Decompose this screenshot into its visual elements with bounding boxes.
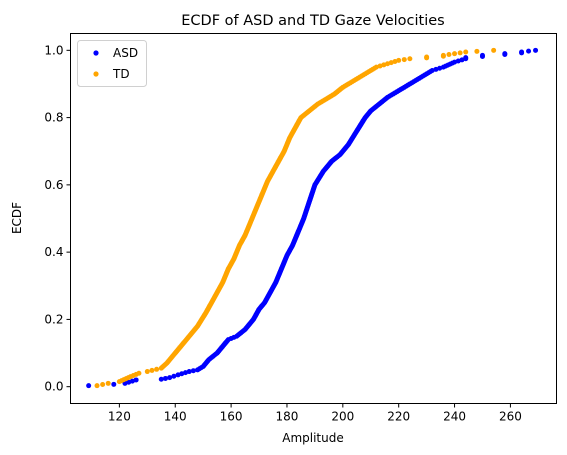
data-point (100, 381, 106, 387)
y-tick-label: 0.6 (44, 178, 63, 192)
x-axis: 120 140 160 180 200 220 240 260 (108, 403, 522, 424)
data-point (133, 377, 139, 383)
x-axis-label: Amplitude (282, 431, 344, 445)
legend-label-td: TD (112, 67, 130, 81)
data-point (167, 375, 173, 381)
data-point (149, 367, 155, 373)
data-point (190, 368, 196, 374)
series-asd (86, 47, 539, 389)
series-td (94, 47, 497, 389)
x-tick-label: 160 (220, 410, 243, 424)
data-point (396, 57, 402, 63)
data-point (440, 52, 446, 58)
data-point (86, 383, 92, 389)
data-point (463, 55, 469, 61)
y-tick-label: 0.0 (44, 380, 63, 394)
data-point (94, 383, 100, 389)
y-tick-label: 0.8 (44, 111, 63, 125)
data-point (407, 56, 413, 62)
data-point (457, 50, 463, 56)
x-tick-label: 140 (164, 410, 187, 424)
legend-marker-asd (93, 50, 99, 56)
data-point (186, 369, 192, 375)
y-axis-label: ECDF (10, 202, 24, 234)
data-point (519, 49, 525, 55)
data-point (158, 376, 164, 382)
data-point (463, 49, 469, 55)
x-tick-label: 200 (331, 410, 354, 424)
data-point (401, 57, 407, 63)
data-point (446, 52, 452, 58)
y-tick-label: 0.2 (44, 312, 63, 326)
data-point (162, 375, 168, 381)
y-tick-label: 1.0 (44, 43, 63, 57)
data-point (502, 51, 508, 57)
data-point (479, 52, 485, 58)
series-layer (86, 47, 539, 389)
legend-marker-td (93, 71, 99, 77)
data-point (154, 366, 160, 372)
legend-label-asd: ASD (113, 46, 138, 60)
data-point (144, 369, 150, 375)
data-point (526, 48, 532, 54)
x-tick-label: 240 (443, 410, 466, 424)
data-point (474, 48, 480, 54)
data-point (111, 381, 117, 387)
plot-frame (70, 33, 557, 404)
x-tick-label: 260 (499, 410, 522, 424)
x-tick-label: 120 (108, 410, 131, 424)
data-point (171, 373, 177, 379)
data-point (533, 47, 539, 53)
chart-title: ECDF of ASD and TD Gaze Velocities (181, 13, 444, 29)
y-axis: 0.0 0.2 0.4 0.6 0.8 1.0 (44, 43, 71, 394)
legend: ASD TD (77, 40, 147, 87)
x-tick-label: 220 (387, 410, 410, 424)
y-tick-label: 0.4 (44, 245, 63, 259)
data-point (452, 51, 458, 57)
data-point (105, 380, 111, 386)
data-point (136, 370, 142, 376)
data-point (424, 54, 430, 60)
x-tick-label: 180 (276, 410, 299, 424)
data-point (491, 47, 497, 53)
